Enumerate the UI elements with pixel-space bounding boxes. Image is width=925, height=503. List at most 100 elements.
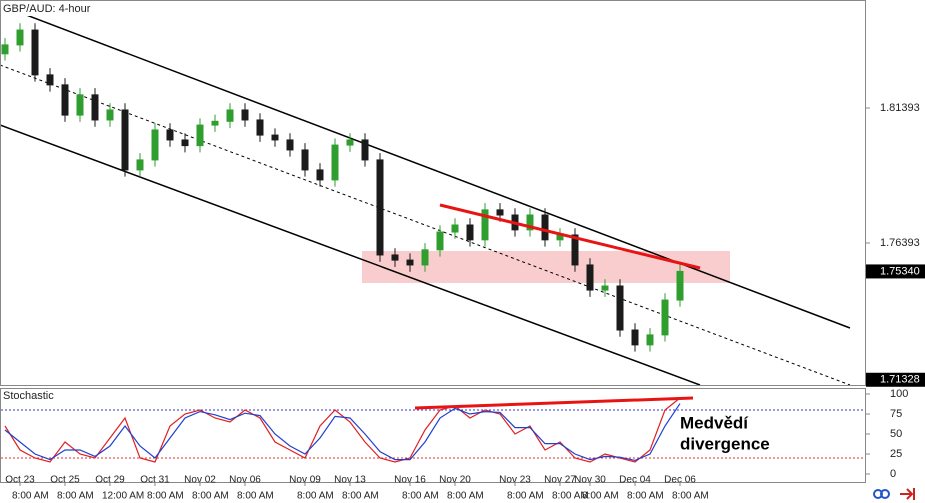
y-tick-label: 0 bbox=[890, 468, 896, 480]
stoch-title: Stochastic bbox=[3, 390, 54, 402]
resistance-zone bbox=[362, 251, 730, 283]
candle-body bbox=[361, 139, 369, 161]
x-time-label: 8:00 AM bbox=[12, 491, 49, 502]
price-tag-label: 1.71328 bbox=[880, 374, 920, 386]
candle-body bbox=[136, 159, 144, 171]
candle-body bbox=[631, 329, 639, 346]
candle-body bbox=[406, 259, 414, 266]
x-tick-label: Nov 02 bbox=[184, 475, 216, 486]
y-tick-label: 1.81393 bbox=[880, 102, 920, 114]
x-time-label: 8:00 AM bbox=[582, 491, 619, 502]
x-tick-label: Oct 23 bbox=[5, 475, 35, 486]
candle-body bbox=[256, 119, 264, 136]
x-tick-label: Nov 23 bbox=[499, 475, 531, 486]
x-tick-label: Dec 06 bbox=[664, 475, 696, 486]
candle-body bbox=[331, 144, 339, 181]
candle-body bbox=[376, 159, 384, 256]
candle-body bbox=[241, 109, 249, 121]
candle-body bbox=[646, 334, 654, 346]
candle-body bbox=[76, 94, 84, 116]
x-time-label: 12:00 AM bbox=[102, 491, 144, 502]
candle-body bbox=[46, 74, 54, 86]
annotation: divergence bbox=[680, 434, 770, 453]
stoch-line bbox=[4, 403, 681, 462]
candle-body bbox=[616, 285, 624, 331]
candle-body bbox=[316, 169, 324, 181]
candle-body bbox=[661, 299, 669, 336]
price-plot bbox=[1, 23, 684, 352]
x-time-label: 8:00 AM bbox=[447, 491, 484, 502]
chart-title: GBP/AUD: 4-hour bbox=[3, 3, 91, 15]
candle-body bbox=[676, 270, 684, 301]
y-tick-label: 1.76393 bbox=[880, 237, 920, 249]
candle-body bbox=[106, 109, 114, 121]
candle-body bbox=[151, 129, 159, 161]
x-time-label: 8:00 AM bbox=[57, 491, 94, 502]
candle-body bbox=[271, 134, 279, 141]
stoch-line bbox=[4, 397, 681, 463]
x-time-label: 8:00 AM bbox=[237, 491, 274, 502]
y-tick-label: 100 bbox=[890, 388, 908, 400]
x-tick-label: Dec 04 bbox=[619, 475, 651, 486]
candle-body bbox=[481, 209, 489, 241]
channel-middle bbox=[0, 64, 851, 386]
candle-body bbox=[1, 44, 9, 55]
x-time-label: 8:00 AM bbox=[402, 491, 439, 502]
candle-body bbox=[526, 214, 534, 231]
x-tick-label: Nov 06 bbox=[229, 475, 261, 486]
close-icon[interactable] bbox=[900, 488, 915, 500]
candle-body bbox=[601, 285, 609, 291]
price-tag bbox=[866, 372, 925, 387]
stoch-frame bbox=[0, 388, 866, 483]
x-tick-label: Nov 16 bbox=[394, 475, 426, 486]
candle-body bbox=[346, 139, 354, 146]
divergence-line bbox=[414, 396, 694, 410]
channel-lower bbox=[0, 124, 701, 386]
title-bg bbox=[1, 1, 97, 16]
candle-body bbox=[196, 124, 204, 147]
icons[interactable] bbox=[873, 488, 915, 500]
candle-body bbox=[286, 139, 294, 151]
y-tick-label: 25 bbox=[890, 448, 902, 460]
candle-body bbox=[181, 139, 189, 147]
candle-body bbox=[211, 120, 219, 126]
candle-body bbox=[496, 209, 504, 216]
x-tick-label: Oct 29 bbox=[95, 475, 125, 486]
x-tick-label: Nov 30 bbox=[574, 475, 606, 486]
y-tick-label: 50 bbox=[890, 428, 902, 440]
stoch-title-bg bbox=[1, 389, 57, 403]
candle-body bbox=[451, 224, 459, 233]
candle-body bbox=[571, 234, 579, 266]
candle-body bbox=[61, 84, 69, 116]
x-tick-label: Nov 27 bbox=[544, 475, 576, 486]
price-tag bbox=[866, 264, 925, 279]
annotation: Medvědí bbox=[680, 413, 749, 432]
candle-body bbox=[121, 109, 129, 171]
candle-body bbox=[31, 29, 39, 76]
price-frame bbox=[0, 0, 866, 386]
x-time-label: 8:00 AM bbox=[507, 491, 544, 502]
candle-body bbox=[16, 29, 24, 46]
price-tag-label: 1.75340 bbox=[880, 265, 920, 277]
channel-upper bbox=[0, 4, 851, 329]
x-tick-label: Nov 13 bbox=[334, 475, 366, 486]
candle-body bbox=[541, 214, 549, 241]
candle-body bbox=[421, 249, 429, 266]
x-tick-label: Oct 31 bbox=[140, 475, 170, 486]
candle-body bbox=[466, 224, 474, 241]
candle-body bbox=[391, 254, 399, 261]
x-tick-label: Oct 25 bbox=[50, 475, 80, 486]
candle-body bbox=[166, 129, 174, 141]
trend-line bbox=[439, 203, 701, 270]
candle-body bbox=[586, 264, 594, 291]
y-tick-label: 75 bbox=[890, 408, 902, 420]
candle-body bbox=[301, 149, 309, 171]
candle-body bbox=[91, 94, 99, 121]
link-icon[interactable] bbox=[880, 489, 890, 499]
x-time-label: 8:00 AM bbox=[672, 491, 709, 502]
candle-body bbox=[436, 231, 444, 251]
x-time-label: 8:00 AM bbox=[552, 491, 589, 502]
x-tick-label: Nov 09 bbox=[289, 475, 321, 486]
x-time-label: 8:00 AM bbox=[147, 491, 184, 502]
